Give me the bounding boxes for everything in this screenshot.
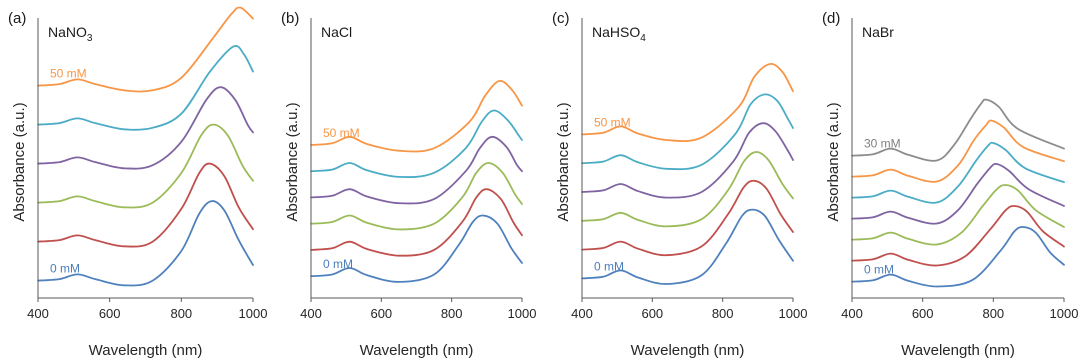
conc-label-low: 0 mM <box>50 262 80 276</box>
conc-label-low: 0 mM <box>323 257 353 271</box>
salt-name: NaNO <box>48 24 87 40</box>
conc-label-high: 50 mM <box>323 126 360 140</box>
x-tick-label: 400 <box>841 306 863 321</box>
salt-label: NaBr <box>862 24 894 40</box>
chart-panel-a: 400 600 800 1000 Wavelength (nm) Absorbance (… <box>8 6 268 359</box>
series-line <box>851 141 1065 204</box>
panel-label: (d) <box>822 10 840 27</box>
x-tick-label: 600 <box>99 306 121 321</box>
chart-panel-d: 400 600 800 1000 Wavelength (nm) Absorbance (… <box>822 10 1078 359</box>
salt-label: NaHSO4 <box>592 24 646 44</box>
series-line <box>310 109 523 179</box>
series-line <box>851 226 1065 288</box>
x-tick-label: 1000 <box>779 306 808 321</box>
series-line <box>37 200 254 287</box>
salt-name: NaBr <box>862 24 894 40</box>
conc-label-low: 0 mM <box>594 259 624 273</box>
x-tick-label: 800 <box>441 306 463 321</box>
x-axis-title: Wavelength (nm) <box>360 342 474 359</box>
panel-label: (b) <box>281 10 299 27</box>
x-axis-title: Wavelength (nm) <box>901 342 1015 359</box>
series-line <box>581 63 794 143</box>
x-tick-label: 800 <box>712 306 734 321</box>
x-tick-label: 800 <box>982 306 1004 321</box>
series-line <box>851 184 1065 246</box>
conc-label-low: 0 mM <box>864 263 894 277</box>
chart-panel-c: 400 600 800 1000 Wavelength (nm) Absorbance (… <box>552 10 807 359</box>
salt-subscript: 4 <box>640 33 646 44</box>
series-line <box>37 86 254 170</box>
salt-label: NaCl <box>321 24 352 40</box>
salt-subscript: 3 <box>87 33 93 44</box>
series-line <box>310 188 523 257</box>
series-line <box>37 45 254 131</box>
x-tick-label: 1000 <box>508 306 537 321</box>
series-line <box>851 98 1065 162</box>
series-line <box>581 122 794 199</box>
conc-label-high: 50 mM <box>594 115 631 129</box>
salt-name: NaHSO <box>592 24 640 40</box>
series-line <box>581 208 794 285</box>
series-line <box>581 151 794 228</box>
x-tick-label: 400 <box>571 306 593 321</box>
conc-label-high: 50 mM <box>50 67 87 81</box>
series-line <box>851 205 1065 267</box>
series-line <box>310 79 523 153</box>
y-axis-title: Absorbance (a.u.) <box>284 102 301 221</box>
x-tick-label: 1000 <box>1050 306 1079 321</box>
series-line <box>851 163 1065 225</box>
series-line <box>851 119 1065 183</box>
series-line <box>581 93 794 171</box>
chart-panel-b: 400 600 800 1000 Wavelength (nm) Absorbance (… <box>281 10 536 359</box>
series-line <box>310 135 523 205</box>
series-line <box>310 214 523 283</box>
x-axis-title: Wavelength (nm) <box>89 342 203 359</box>
series-line <box>37 123 254 209</box>
series-line <box>310 162 523 231</box>
x-tick-label: 800 <box>170 306 192 321</box>
x-tick-label: 1000 <box>239 306 268 321</box>
x-tick-label: 600 <box>370 306 392 321</box>
panel-label: (a) <box>8 10 26 27</box>
series-line <box>37 162 254 248</box>
y-axis-title: Absorbance (a.u.) <box>555 102 572 221</box>
panel-label: (c) <box>552 10 570 27</box>
salt-name: NaCl <box>321 24 352 40</box>
x-tick-label: 400 <box>27 306 49 321</box>
x-axis-title: Wavelength (nm) <box>631 342 745 359</box>
x-tick-label: 600 <box>641 306 663 321</box>
y-axis-title: Absorbance (a.u.) <box>825 102 842 221</box>
salt-label: NaNO3 <box>48 24 93 44</box>
series-line <box>37 6 254 93</box>
conc-label-high: 30 mM <box>864 137 901 151</box>
x-tick-label: 600 <box>912 306 934 321</box>
y-axis-title: Absorbance (a.u.) <box>11 102 28 221</box>
series-line <box>581 179 794 257</box>
x-tick-label: 400 <box>300 306 322 321</box>
